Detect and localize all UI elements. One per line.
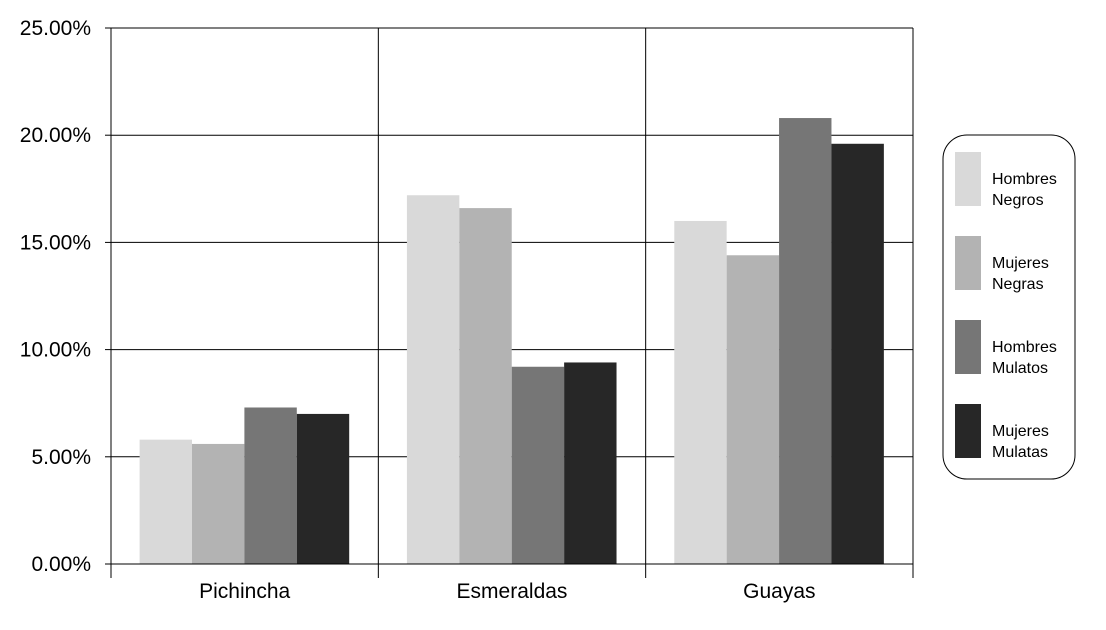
y-tick-label: 10.00% <box>20 339 91 362</box>
legend-entry-label: Mujeres Negras <box>992 255 1049 293</box>
bar <box>511 366 565 564</box>
legend-swatch <box>955 236 981 290</box>
bar <box>779 118 832 564</box>
category-labels: Pichincha Esmeraldas Guayas <box>199 580 815 603</box>
bar <box>726 255 780 565</box>
bar <box>459 208 512 564</box>
legend-entry-label: Hombres Negros <box>992 171 1057 209</box>
category-label: Pichincha <box>199 580 290 603</box>
bar <box>564 362 617 564</box>
bars <box>139 118 884 565</box>
bar <box>244 407 297 564</box>
bar <box>831 143 884 564</box>
y-tick-label: 20.00% <box>20 124 91 147</box>
legend-box <box>942 134 1076 480</box>
y-tick-label: 5.00% <box>31 446 91 469</box>
axes <box>105 27 914 578</box>
category-label: Esmeraldas <box>457 580 568 603</box>
legend: Hombres Negros Mujeres Negras Hombres Mulatos… <box>942 134 1076 480</box>
y-tick-label: 25.00% <box>20 17 91 40</box>
y-tick-label: 0.00% <box>31 553 91 576</box>
bar <box>674 220 727 564</box>
category-label: Guayas <box>743 580 815 603</box>
bar <box>192 443 245 564</box>
legend-swatch <box>955 320 981 374</box>
y-tick-labels: 0.00% 5.00% 10.00% 15.00% 20.00% 25.00% <box>20 17 91 576</box>
legend-swatch <box>955 152 981 206</box>
y-tick-label: 15.00% <box>20 231 91 254</box>
bar <box>296 413 350 564</box>
legend-entry-label: Mujeres Mulatas <box>992 423 1049 461</box>
legend-entry-label: Hombres Mulatos <box>992 339 1057 377</box>
bar <box>139 439 193 564</box>
bar <box>406 195 460 564</box>
legend-swatch <box>955 404 981 458</box>
